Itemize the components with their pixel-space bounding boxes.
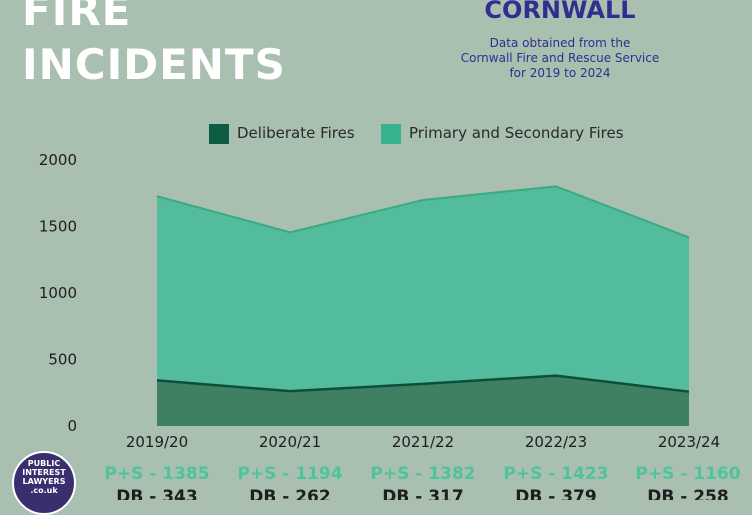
footer-label-db: DB - 262 [249, 487, 330, 500]
public-interest-lawyers-logo: PUBLIC INTEREST LAWYERS .co.uk [12, 451, 76, 515]
legend-swatch-primary-secondary [381, 124, 401, 144]
source-line: Data obtained from the [489, 36, 631, 50]
footer-label-ps: P+S - 1382 [370, 464, 475, 484]
area-deliberate [157, 375, 689, 426]
legend-swatch-deliberate [209, 124, 229, 144]
line-primary-secondary [156, 185, 690, 239]
x-tick-label: 2019/20 [126, 433, 188, 451]
y-tick-label: 2000 [39, 151, 77, 169]
source-line: Cornwall Fire and Rescue Service [460, 51, 660, 65]
fire-incidents-area-chart: 0 500 1000 1500 2000 2019/20 2020/21 2021/22 202… [39, 124, 741, 500]
footer-label-ps: P+S - 1160 [635, 464, 740, 484]
y-tick-label: 500 [48, 351, 77, 369]
y-tick-label: 0 [67, 417, 77, 435]
footer-label-db: DB - 343 [116, 487, 197, 500]
x-tick-label: 2021/22 [392, 433, 454, 451]
footer-label-ps: P+S - 1423 [503, 464, 608, 484]
footer-label-db: DB - 317 [382, 487, 463, 500]
title-line-1: FIRE [22, 0, 132, 35]
legend-label-deliberate: Deliberate Fires [237, 124, 355, 142]
legend-label-primary-secondary: Primary and Secondary Fires [409, 124, 624, 142]
footer-label-db: DB - 258 [647, 487, 728, 500]
x-tick-label: 2020/21 [259, 433, 321, 451]
y-tick-label: 1000 [39, 284, 77, 302]
region-title: CORNWALL [484, 0, 636, 24]
footer-label-ps: P+S - 1385 [104, 464, 209, 484]
title-line-2: INCIDENTS [22, 40, 286, 89]
source-note: Data obtained from the Cornwall Fire and… [440, 36, 680, 81]
area-primary-secondary [157, 186, 689, 392]
y-tick-label: 1500 [39, 218, 77, 236]
line-deliberate [156, 374, 690, 393]
x-tick-label: 2023/24 [658, 433, 720, 451]
footer-label-db: DB - 379 [515, 487, 596, 500]
source-line: for 2019 to 2024 [509, 66, 611, 80]
x-tick-label: 2022/23 [525, 433, 587, 451]
footer-label-ps: P+S - 1194 [237, 464, 342, 484]
